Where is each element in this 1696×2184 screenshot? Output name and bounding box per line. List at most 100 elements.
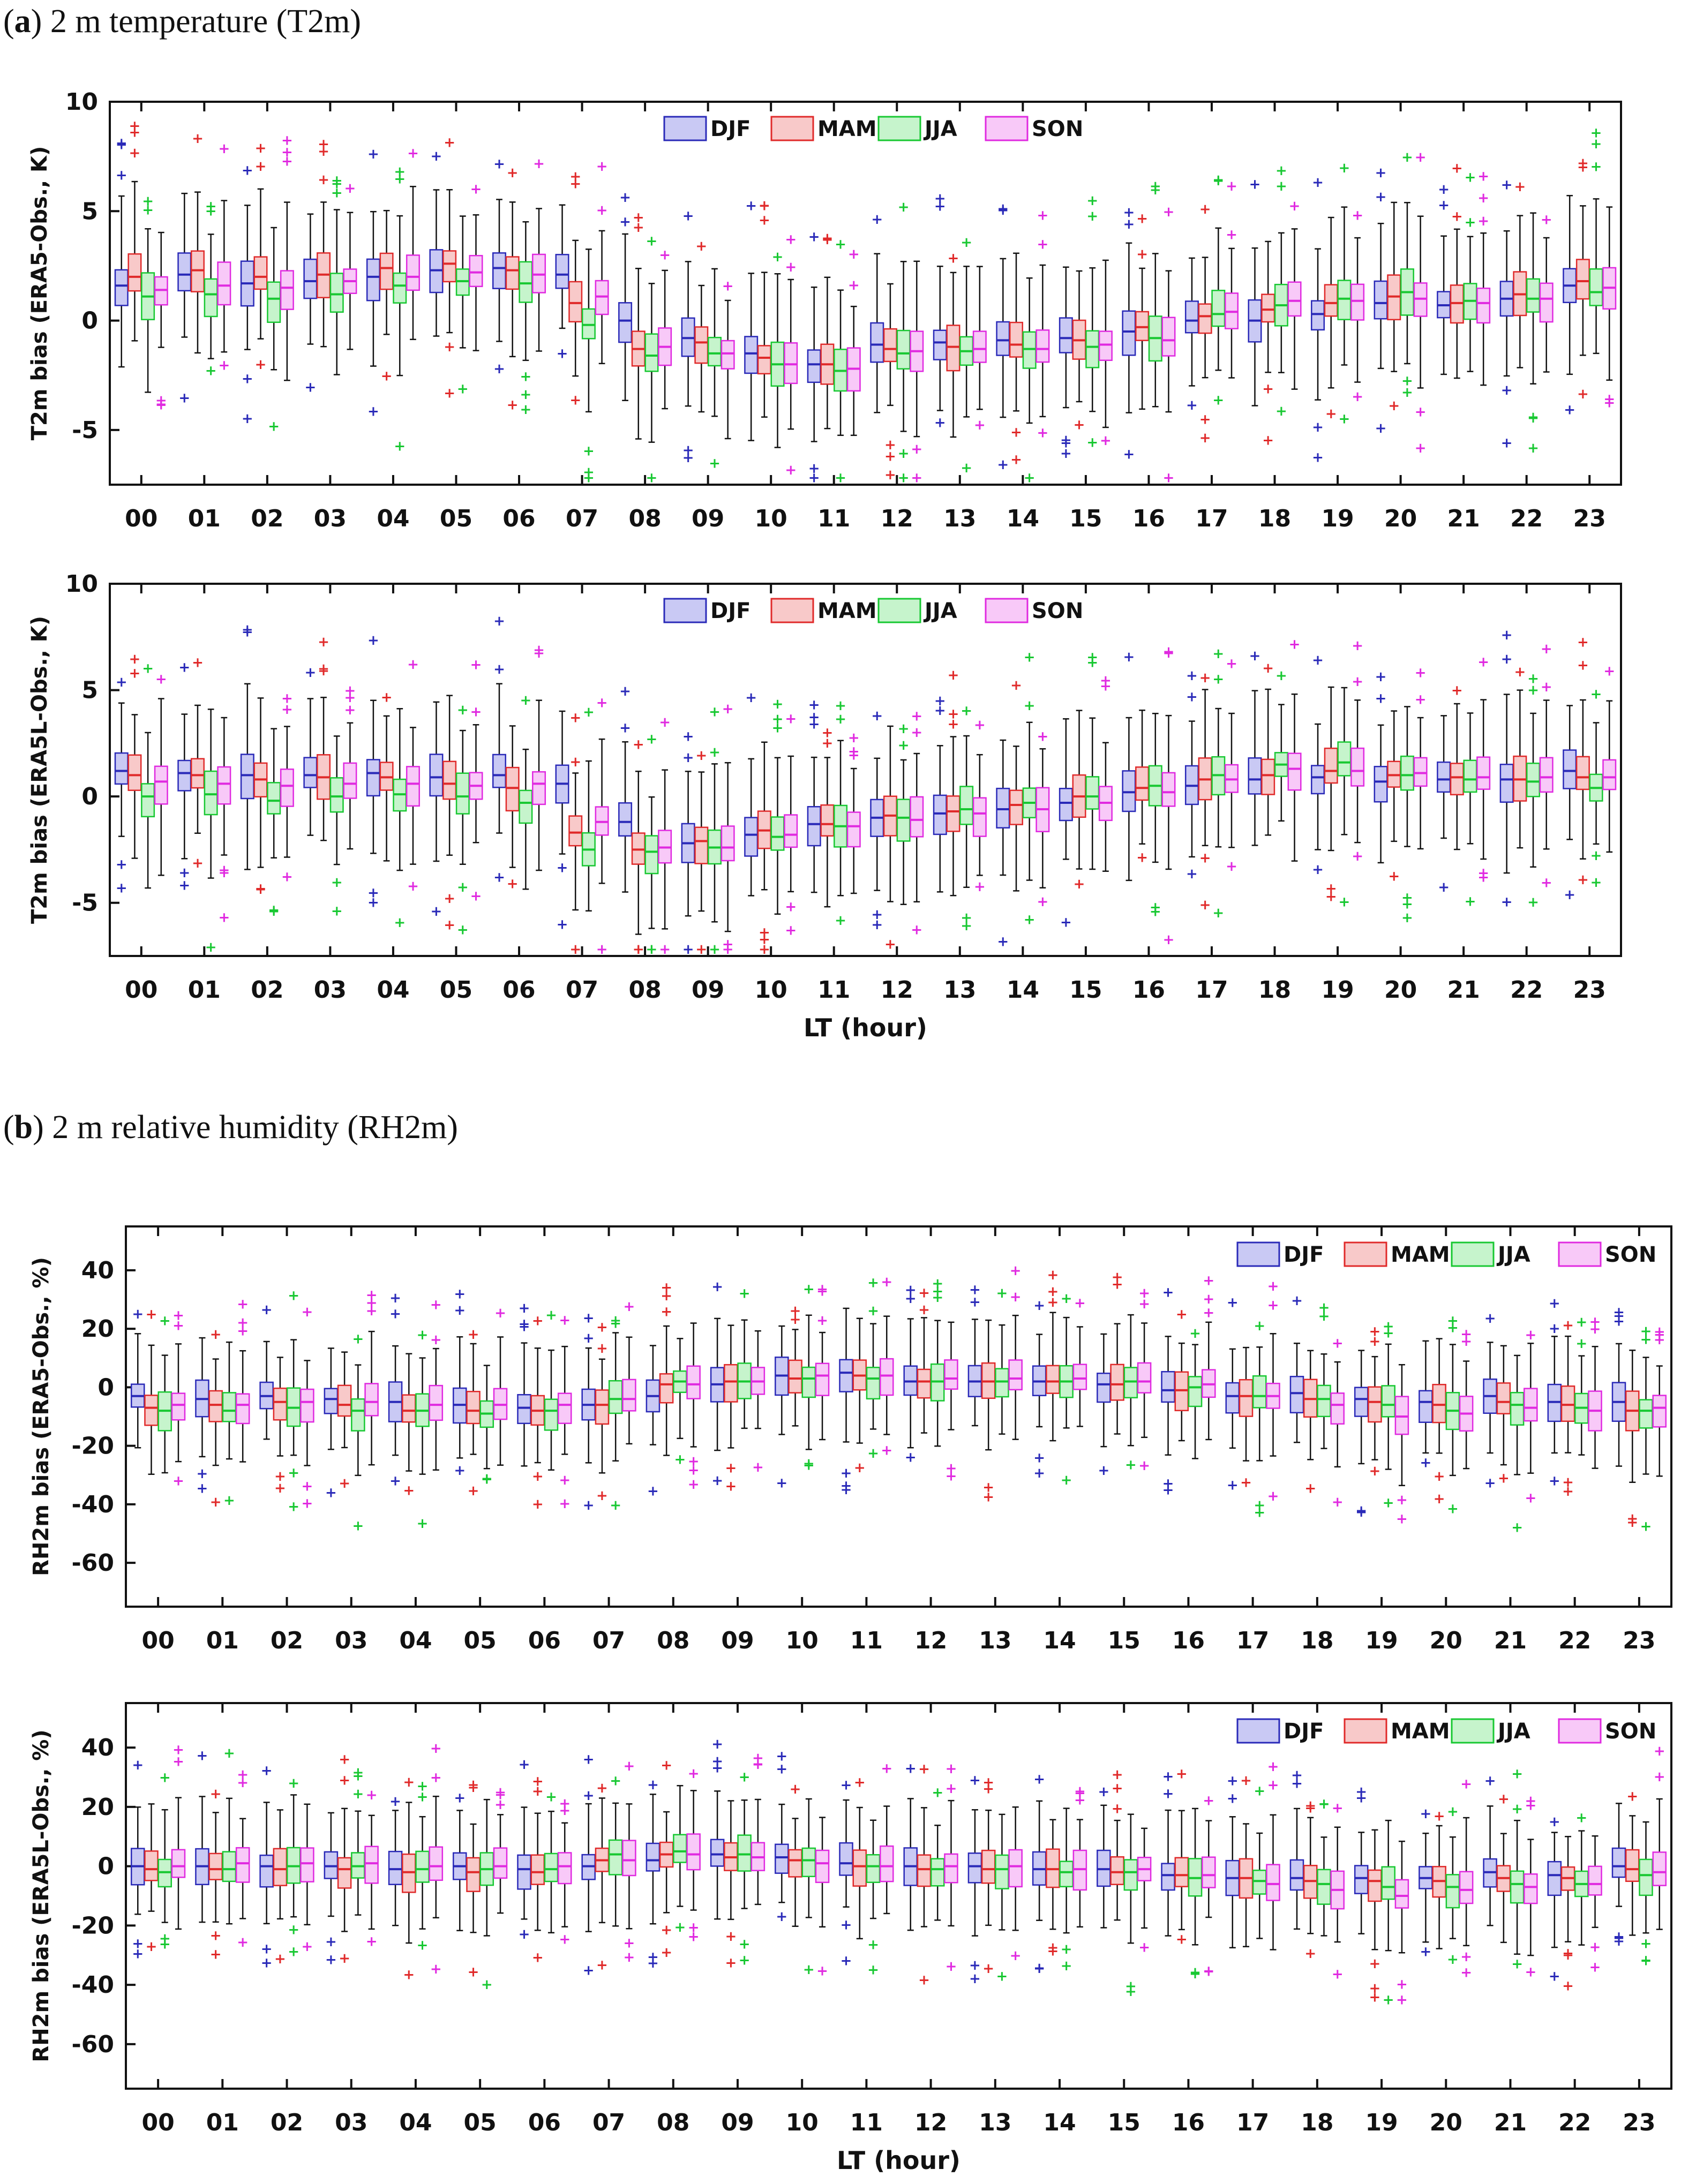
box-JJA-23: +++ [1589, 686, 1603, 891]
box-DJF-18: + [1289, 1293, 1304, 1443]
outlier-marker: + [431, 148, 442, 164]
box-iqr [127, 754, 142, 791]
box-iqr [1563, 749, 1577, 789]
outlier-marker: + [268, 903, 280, 920]
outlier-marker: + [881, 1274, 892, 1290]
y-tick-label: 40 [81, 1734, 114, 1761]
outlier-marker: + [1249, 648, 1261, 664]
outlier-marker: + [932, 1284, 943, 1300]
x-tick-label: 14 [1007, 505, 1039, 532]
box-SON-06: +++ [557, 1312, 572, 1512]
y-tick-label: 0 [97, 1374, 114, 1401]
outlier-marker: + [1352, 207, 1363, 223]
outlier-marker: + [301, 1939, 313, 1955]
outlier-marker: + [192, 855, 204, 871]
outlier-marker: + [1549, 1814, 1560, 1830]
outlier-marker: + [159, 1769, 171, 1786]
outlier-marker: + [352, 1331, 364, 1347]
legend-swatch-MAM [770, 598, 814, 623]
outlier-marker: + [848, 246, 860, 262]
outlier-marker: + [1460, 1326, 1472, 1342]
box-iqr [208, 1852, 223, 1880]
box-iqr [1289, 1375, 1304, 1414]
box-DJF-01: ++ [195, 1337, 209, 1496]
box-DJF-03: ++ [324, 1812, 339, 1968]
box-DJF-11: +++ [839, 1777, 853, 1969]
outlier-marker: + [1451, 208, 1463, 224]
outlier-marker: + [619, 190, 631, 206]
outlier-marker: + [1332, 1494, 1344, 1510]
box-iqr [1211, 290, 1226, 327]
box-iqr [1652, 1851, 1667, 1886]
box-iqr [618, 302, 633, 343]
y-axis-label: RH2m bias (ERA5L-Obs., %) [29, 1729, 54, 2062]
outlier-marker: + [1024, 649, 1035, 665]
outlier-marker: + [1086, 434, 1098, 450]
outlier-marker: + [569, 710, 581, 726]
outlier-marker: + [366, 1295, 378, 1311]
box-iqr [337, 1857, 352, 1889]
box-DJF-00: +++ [130, 1757, 145, 1962]
outlier-marker: + [867, 1275, 879, 1291]
outlier-marker: + [155, 393, 167, 409]
outlier-marker: + [255, 140, 267, 156]
outlier-marker: + [430, 1297, 442, 1313]
outlier-marker: + [790, 1781, 801, 1797]
outlier-marker: + [288, 1922, 299, 1938]
legend-label-DJF: DJF [1284, 1242, 1324, 1267]
box-iqr [673, 1834, 687, 1863]
outlier-marker: + [610, 1313, 621, 1329]
outlier-marker: + [1401, 385, 1413, 401]
box-DJF-19: ++ [1354, 1350, 1369, 1520]
box-iqr [1526, 278, 1541, 313]
box-MAM-12: + [883, 725, 897, 952]
outlier-marker: + [1289, 636, 1301, 652]
box-DJF-10: +++ [775, 1748, 789, 1925]
x-tick-label: 02 [271, 2109, 303, 2136]
box-iqr [329, 273, 344, 313]
box-JJA-09: + [737, 1285, 752, 1429]
outlier-marker: + [911, 725, 922, 741]
x-tick-label: 13 [943, 976, 976, 1004]
outlier-marker: + [116, 674, 127, 690]
outlier-marker: + [624, 1758, 635, 1774]
outlier-marker: + [1613, 1313, 1625, 1329]
outlier-marker: + [1037, 728, 1048, 744]
box-iqr [866, 1367, 881, 1400]
outlier-marker: + [1447, 1313, 1459, 1329]
box-MAM-07: +++ [568, 710, 583, 958]
outlier-marker: + [210, 1494, 222, 1510]
outlier-marker: + [132, 1757, 144, 1773]
box-SON-18: + [1287, 636, 1302, 862]
outlier-marker: + [1339, 160, 1350, 176]
box-SON-06: +++ [557, 1796, 572, 1948]
outlier-marker: + [197, 1480, 208, 1496]
outlier-marker: + [911, 441, 922, 457]
box-JJA-02: ++ [267, 728, 281, 920]
box-iqr [466, 1857, 481, 1892]
box-JJA-19: + [1381, 1819, 1395, 2008]
box-iqr [280, 270, 294, 310]
box-iqr [455, 772, 470, 815]
box-iqr [190, 250, 205, 292]
outlier-marker: + [237, 1297, 249, 1313]
outlier-marker: + [1033, 1465, 1045, 1481]
outlier-marker: + [709, 942, 721, 958]
x-tick-label: 01 [206, 2109, 239, 2136]
outlier-marker: + [1438, 198, 1450, 214]
box-SON-07: + [622, 1299, 636, 1445]
legend-swatch-JJA [877, 598, 921, 623]
outlier-marker: + [1312, 175, 1324, 191]
outlier-marker: + [1527, 671, 1539, 687]
box-JJA-20: +++ [1400, 706, 1414, 926]
outlier-marker: + [155, 671, 167, 687]
outlier-marker: + [1438, 879, 1450, 895]
outlier-marker: + [1254, 1497, 1265, 1513]
box-SON-12: +++ [944, 1761, 958, 1975]
box-iqr [744, 336, 759, 374]
box-iqr [917, 1368, 932, 1399]
outlier-marker: + [1033, 1450, 1045, 1466]
outlier-marker: + [1477, 654, 1489, 670]
x-tick-label: 02 [251, 505, 283, 532]
